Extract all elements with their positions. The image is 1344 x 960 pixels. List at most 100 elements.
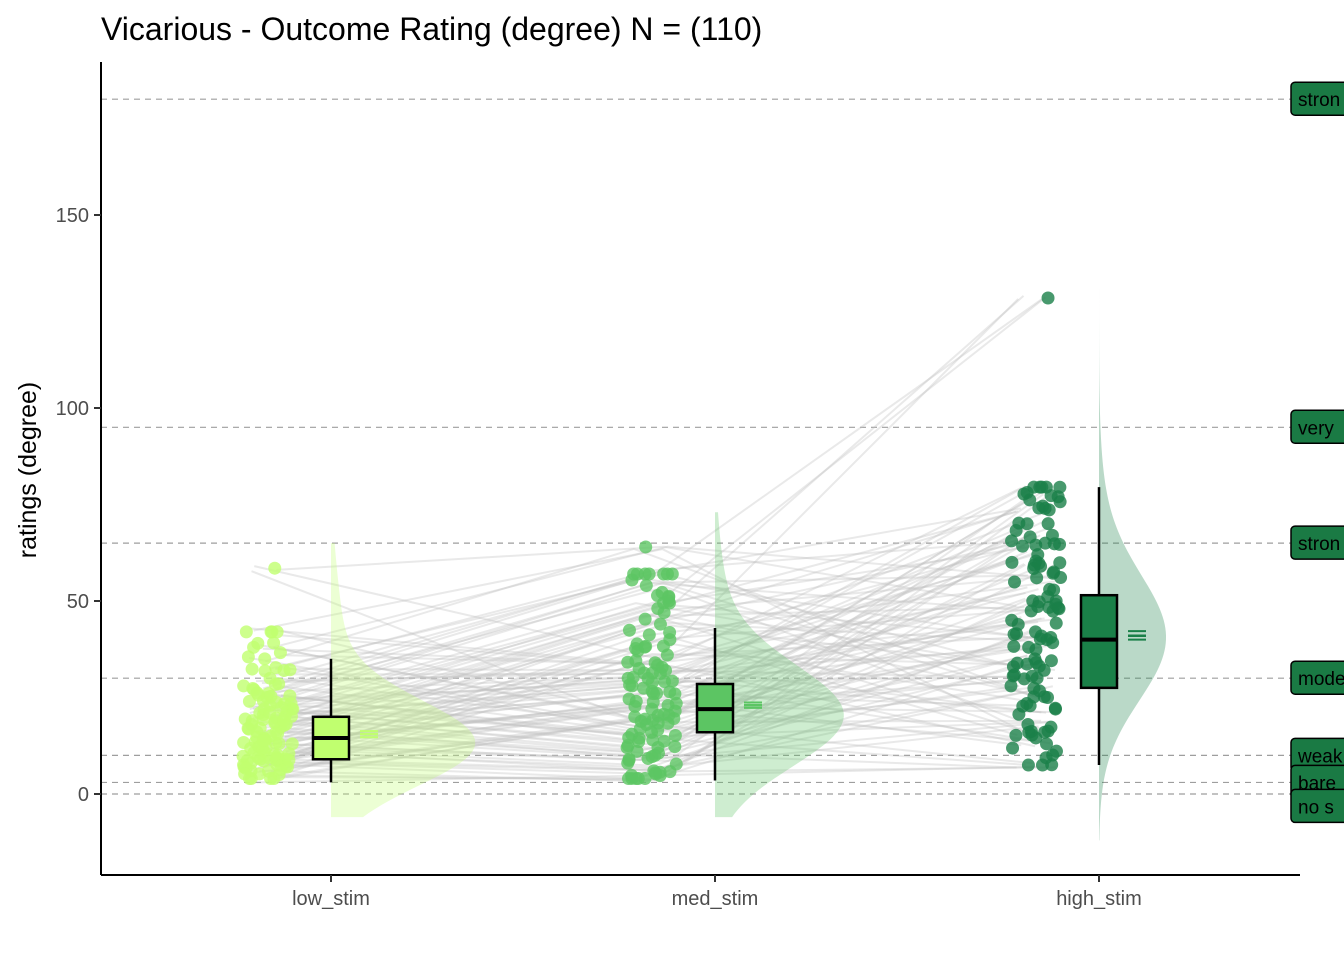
point-med_stim (653, 617, 667, 631)
point-low_stim (268, 561, 282, 575)
point-med_stim (651, 746, 665, 760)
point-low_stim (274, 763, 288, 777)
raw-points (236, 291, 1068, 786)
point-low_stim (253, 721, 267, 735)
point-med_stim (656, 639, 670, 653)
reference-lines (101, 98, 1344, 795)
axes: 0 50 100 150 low_stim med_stim high_stim (56, 62, 1300, 910)
point-high_stim (1053, 480, 1067, 494)
reference-label: stron (1290, 525, 1344, 560)
paired-line (268, 652, 1044, 766)
reference-label-box (1290, 525, 1344, 560)
reference-label-box (1290, 788, 1344, 824)
reference-label-box (1290, 409, 1344, 445)
point-med_stim (638, 567, 652, 581)
point-high_stim (1006, 741, 1020, 755)
reference-label: no s (1290, 788, 1344, 824)
point-high_stim (1009, 728, 1023, 742)
paired-line (284, 686, 1047, 760)
paired-line (276, 545, 1017, 608)
point-high_stim (1004, 679, 1018, 693)
point-med_stim (663, 685, 677, 699)
point-high_stim (1023, 699, 1037, 713)
point-high_stim (1029, 643, 1043, 657)
y-tick-label: 100 (56, 398, 89, 420)
reference-label-text: stron (1298, 534, 1340, 555)
paired-line (283, 606, 1025, 727)
point-low_stim (273, 646, 287, 660)
point-high_stim (1041, 517, 1055, 531)
point-med_stim (629, 654, 643, 668)
point-low_stim (262, 764, 276, 778)
point-med_stim (668, 729, 682, 743)
point-low_stim (247, 683, 261, 697)
point-high_stim (1007, 575, 1021, 589)
point-med_stim (651, 723, 665, 737)
paired-line (253, 548, 1029, 735)
point-med_stim (632, 735, 646, 749)
paired-line (252, 510, 1017, 749)
point-med_stim (639, 579, 653, 593)
point-high_stim (1044, 654, 1058, 668)
point-med_stim (665, 674, 679, 688)
point-high_stim (1005, 555, 1019, 569)
paired-line (252, 633, 1042, 736)
y-tick-label: 150 (56, 205, 89, 227)
paired-line (249, 627, 1036, 748)
point-high_stim (1025, 669, 1039, 683)
point-high_stim (1044, 630, 1058, 644)
point-high_stim (1032, 501, 1046, 515)
point-high_stim (1032, 556, 1046, 570)
point-med_stim (668, 740, 682, 754)
reference-label-box (1290, 81, 1344, 116)
paired-line (249, 602, 1042, 715)
point-med_stim (657, 734, 671, 748)
paired-line (272, 608, 1030, 750)
point-med_stim (646, 713, 660, 727)
point-med_stim (653, 765, 667, 779)
point-high_stim (1047, 537, 1061, 551)
point-med_stim (662, 708, 676, 722)
paired-line (271, 298, 1043, 692)
y-tick-label: 0 (78, 784, 89, 806)
point-low_stim (245, 662, 259, 676)
point-low_stim (265, 625, 279, 639)
point-med_stim (631, 772, 645, 786)
point-low_stim (274, 701, 288, 715)
paired-line (254, 565, 1057, 663)
point-low_stim (244, 741, 258, 755)
paired-line (271, 644, 1053, 742)
point-med_stim (637, 681, 651, 695)
reference-label: weak (1290, 737, 1344, 773)
point-low_stim (277, 713, 291, 727)
paired-line (252, 534, 1041, 761)
point-med_stim (655, 585, 669, 599)
paired-line (283, 580, 1055, 760)
point-high_stim (1042, 600, 1056, 614)
boxplots (311, 487, 1146, 783)
point-med_stim (655, 660, 669, 674)
point-low_stim (238, 767, 252, 781)
paired-line (283, 563, 1056, 756)
point-med_stim (641, 672, 655, 686)
paired-line (284, 493, 1044, 763)
reference-label-text: no s (1298, 797, 1334, 818)
y-axis-label: ratings (degree) (14, 382, 42, 558)
point-med_stim (641, 751, 655, 765)
density-low_stim (331, 543, 476, 818)
point-high_stim (1049, 616, 1063, 630)
point-high_stim (1033, 480, 1047, 494)
point-med_stim (669, 757, 683, 771)
point-low_stim (269, 661, 283, 675)
paired-line (276, 298, 1019, 778)
point-med_stim (669, 696, 683, 710)
paired-line (274, 539, 1025, 670)
point-high_stim (1026, 594, 1040, 608)
point-high_stim (1048, 701, 1062, 715)
point-high_stim (1010, 656, 1024, 670)
paired-line (253, 660, 1044, 761)
paired-line (247, 640, 1026, 768)
paired-line (248, 484, 1039, 747)
point-high_stim (1037, 663, 1051, 677)
point-med_stim (634, 714, 648, 728)
